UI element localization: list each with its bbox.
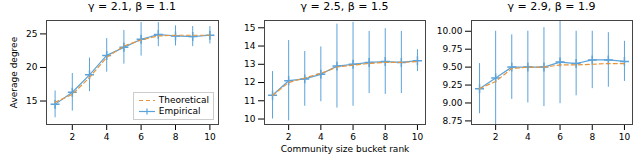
svg-text:4: 4 bbox=[525, 132, 531, 142]
svg-text:9.50: 9.50 bbox=[442, 62, 462, 72]
svg-text:10: 10 bbox=[244, 114, 256, 124]
svg-text:13: 13 bbox=[244, 59, 255, 69]
svg-text:14: 14 bbox=[244, 41, 256, 51]
svg-text:10: 10 bbox=[412, 132, 424, 142]
svg-text:6: 6 bbox=[138, 132, 144, 142]
html-text:Theoretical: Theoretical bbox=[158, 95, 209, 105]
html-text:γ = 2.9, β = 1.9: γ = 2.9, β = 1.9 bbox=[507, 0, 596, 13]
svg-text:8: 8 bbox=[173, 132, 179, 142]
svg-text:8: 8 bbox=[589, 132, 595, 142]
svg-text:15: 15 bbox=[244, 23, 255, 33]
svg-text:11: 11 bbox=[244, 96, 255, 106]
html-text:γ = 2.5, β = 1.5: γ = 2.5, β = 1.5 bbox=[300, 0, 389, 13]
svg-text:25: 25 bbox=[26, 29, 37, 39]
svg-text:4: 4 bbox=[104, 132, 110, 142]
svg-text:8.75: 8.75 bbox=[442, 116, 462, 126]
svg-text:Average degree: Average degree bbox=[9, 36, 19, 108]
svg-text:10: 10 bbox=[619, 132, 631, 142]
svg-text:15: 15 bbox=[26, 96, 37, 106]
svg-text:20: 20 bbox=[26, 62, 38, 72]
svg-text:6: 6 bbox=[350, 132, 356, 142]
svg-text:9.75: 9.75 bbox=[442, 44, 462, 54]
svg-text:9.00: 9.00 bbox=[442, 98, 462, 108]
html-text:γ = 2.1, β = 1.1: γ = 2.1, β = 1.1 bbox=[88, 0, 176, 13]
svg-text:2: 2 bbox=[69, 132, 75, 142]
svg-text:12: 12 bbox=[244, 77, 255, 87]
svg-text:9.25: 9.25 bbox=[442, 80, 462, 90]
html-text:Empirical: Empirical bbox=[158, 106, 201, 116]
svg-text:2: 2 bbox=[493, 132, 499, 142]
svg-text:10.00: 10.00 bbox=[437, 26, 463, 36]
svg-text:8: 8 bbox=[382, 132, 388, 142]
svg-text:6: 6 bbox=[557, 132, 563, 142]
svg-text:10: 10 bbox=[204, 132, 216, 142]
svg-text:Community size bucket rank: Community size bucket rank bbox=[281, 144, 410, 154]
svg-text:4: 4 bbox=[318, 132, 324, 142]
svg-text:2: 2 bbox=[286, 132, 292, 142]
